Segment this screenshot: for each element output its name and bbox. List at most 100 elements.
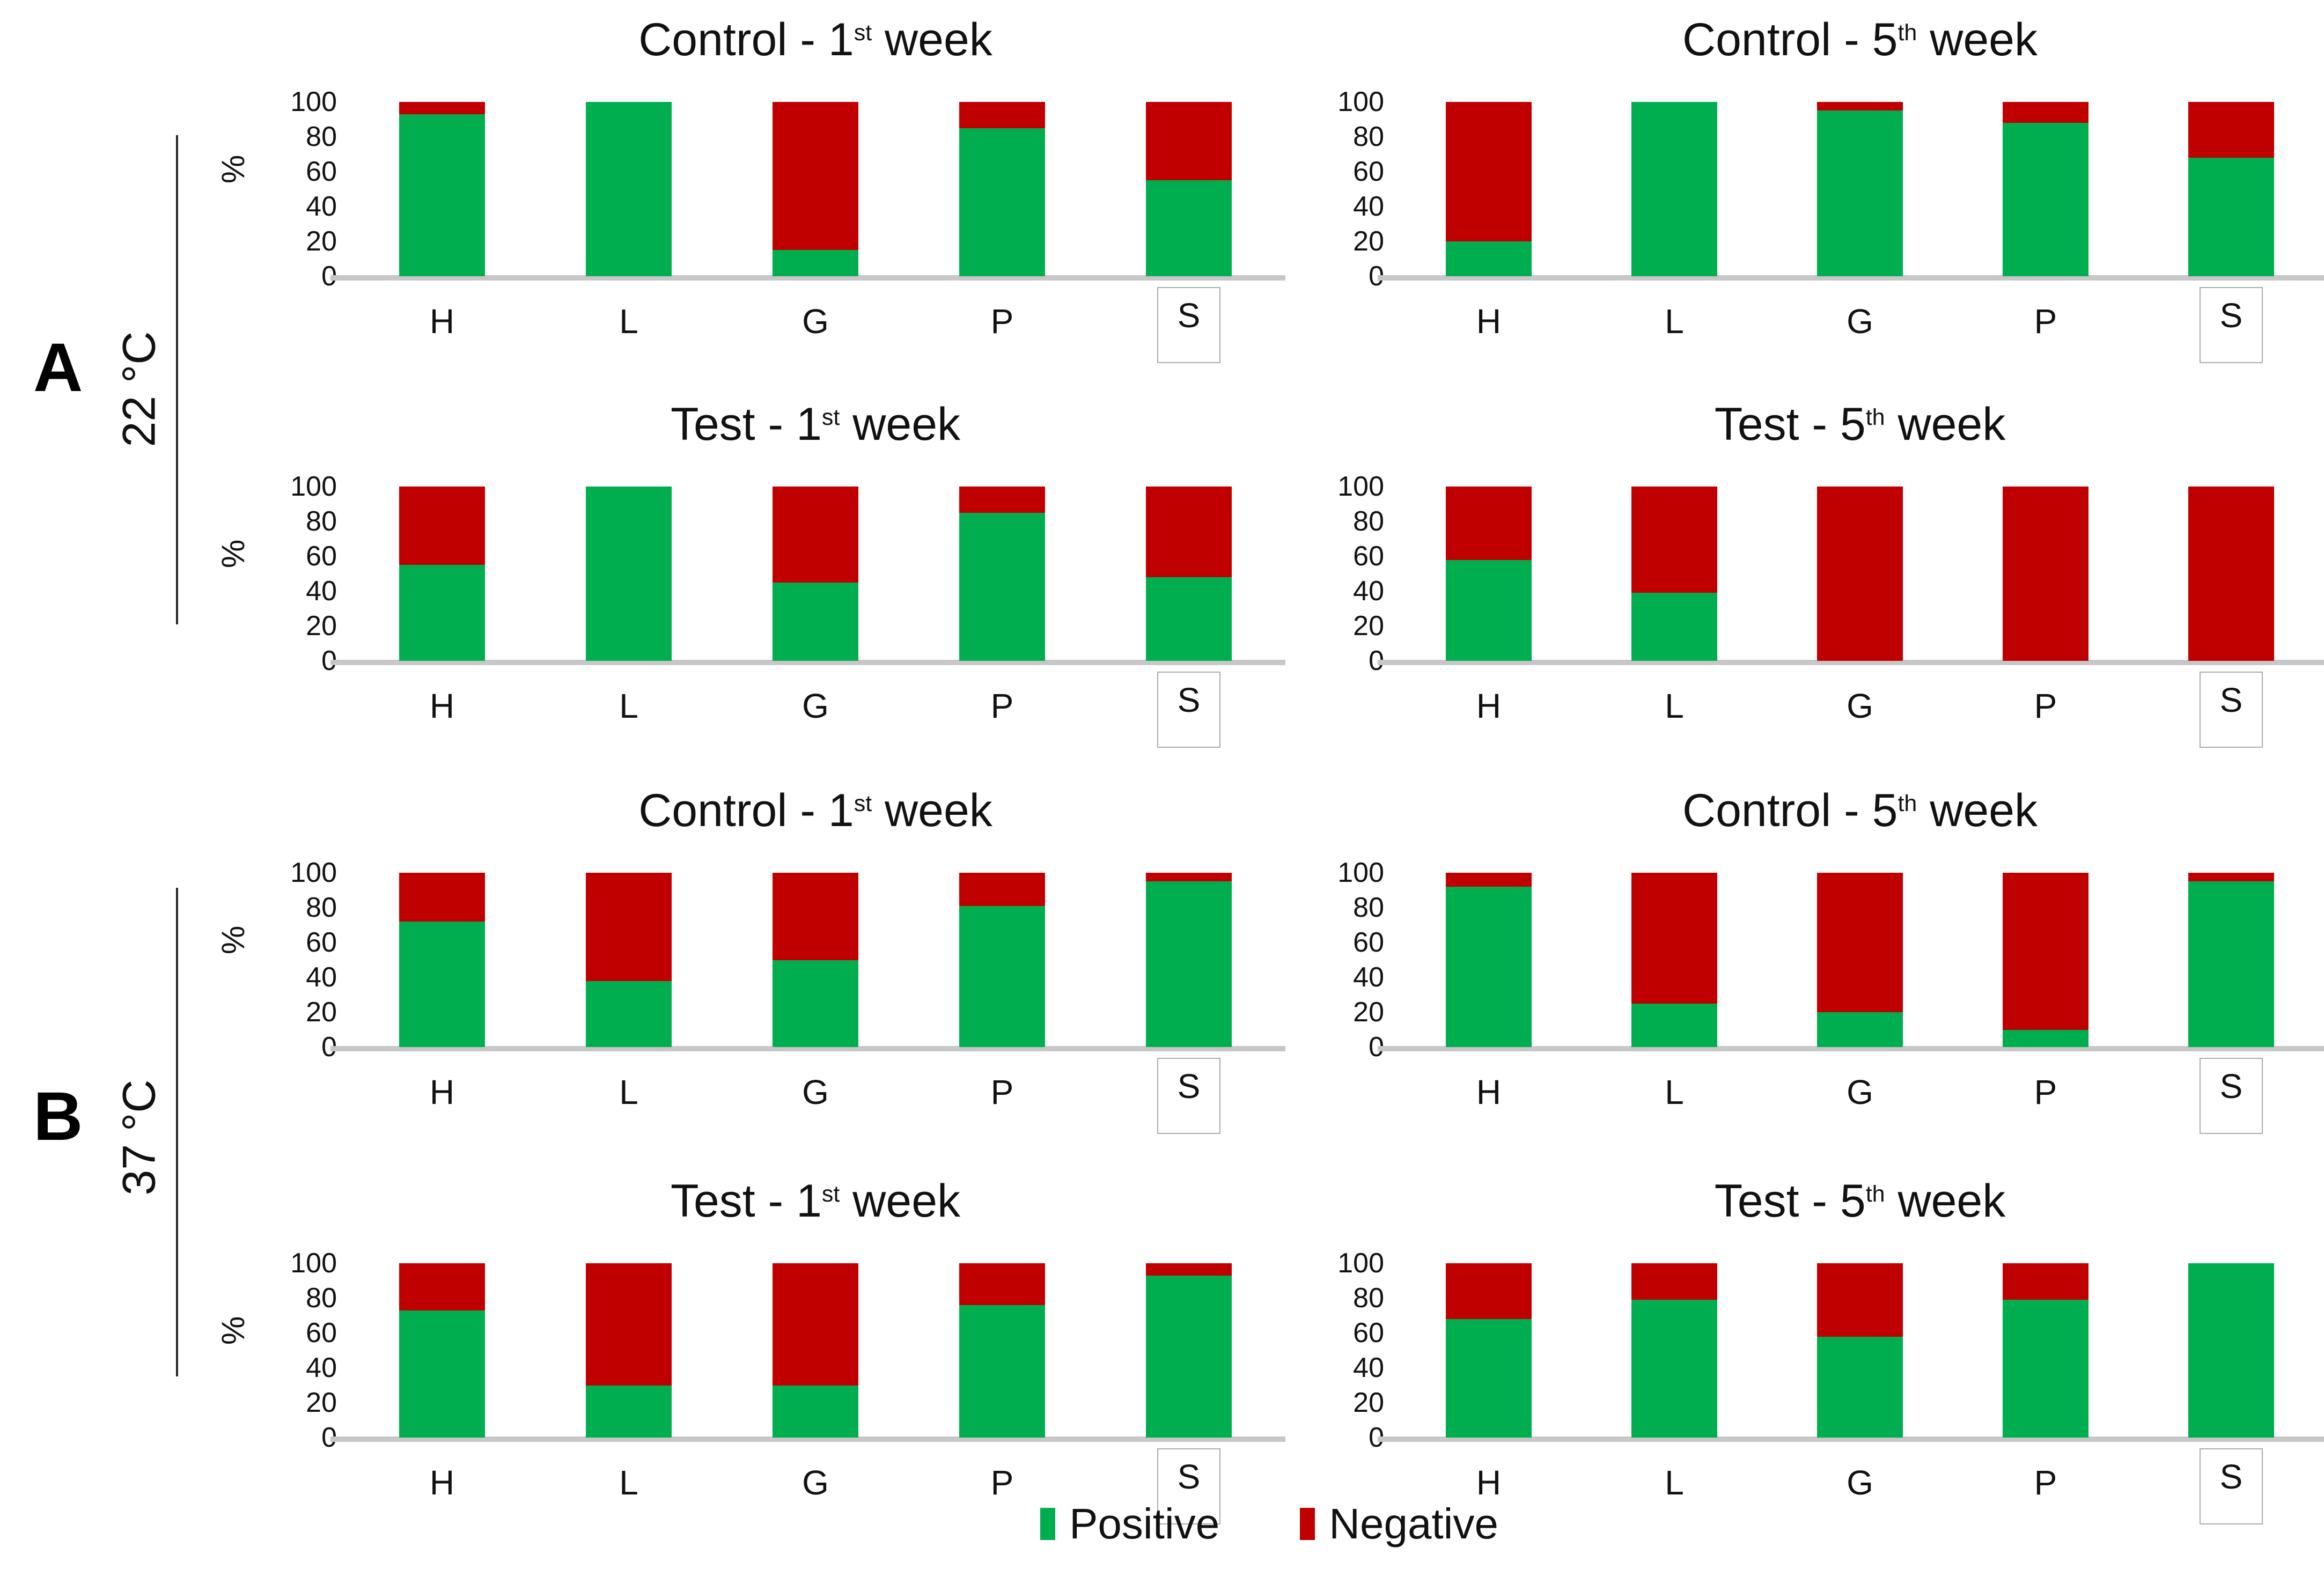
negative-segment-P [959, 102, 1045, 128]
y-tick-40: 40 [1353, 576, 1384, 607]
negative-segment-S [1146, 873, 1232, 882]
y-tick-80: 80 [306, 1283, 337, 1314]
category-label-H: H [429, 302, 455, 341]
positive-segment-G [1817, 111, 1903, 276]
stacked-bar-G [773, 487, 858, 661]
negative-segment-P [959, 487, 1045, 513]
y-tick-100: 100 [290, 471, 337, 502]
positive-segment-G [773, 250, 858, 276]
chart-title: Control - 5th week [1396, 784, 2324, 837]
y-tick-40: 40 [306, 962, 337, 993]
positive-segment-S [1146, 1275, 1232, 1438]
stacked-bar-L [586, 873, 672, 1047]
positive-segment-P [959, 905, 1045, 1047]
positive-segment-H [399, 565, 485, 661]
chart-title-tail: week [872, 785, 992, 836]
positive-segment-P [2003, 1300, 2088, 1438]
positive-segment-H [399, 114, 485, 276]
stacked-bar-H [399, 102, 485, 276]
y-axis-tick-labels: 100 80 60 40 20 0 [263, 857, 349, 1063]
y-tick-20: 20 [1353, 610, 1384, 642]
positive-segment-G [773, 960, 858, 1047]
positive-segment-L [586, 1385, 672, 1438]
stacked-bar-G [1817, 487, 1903, 661]
negative-segment-H [1446, 873, 1532, 887]
negative-segment-G [1817, 1263, 1903, 1337]
y-tick-60: 60 [306, 1317, 337, 1349]
chart-title-ordinal-superscript: th [1898, 20, 1917, 46]
chart-title: Control - 1st week [349, 13, 1282, 67]
stacked-bar-L [586, 487, 672, 661]
stacked-bar-P [2003, 102, 2088, 276]
stacked-bar-P [959, 102, 1045, 276]
positive-segment-L [1631, 593, 1717, 661]
category-label-H: H [1476, 302, 1502, 341]
chart-body: 100 80 60 40 20 0 H L G P S [1310, 471, 2324, 748]
legend-label-negative: Negative [1329, 1500, 1498, 1548]
chart-a-test-5th-week: Test - 5th week 100 80 60 40 20 0 H L G P S [1310, 398, 2324, 748]
y-axis-tick-labels: 100 80 60 40 20 0 [1310, 471, 1396, 676]
category-label-box-S: S [1157, 287, 1220, 363]
stacked-bar-P [959, 873, 1045, 1047]
y-tick-60: 60 [1353, 927, 1384, 958]
chart-a-control-1st-week: Control - 1st week% 100 80 60 40 20 0 H L G P S [215, 13, 1285, 363]
negative-segment-L [586, 1263, 672, 1386]
stacked-bar-P [959, 487, 1045, 661]
negative-segment-S [1146, 487, 1232, 577]
chart-title-ordinal-superscript: th [1865, 404, 1885, 431]
y-axis-tick-labels: 100 80 60 40 20 0 [263, 86, 349, 292]
y-tick-80: 80 [306, 121, 337, 152]
stacked-bar-H [1446, 873, 1532, 1047]
y-tick-100: 100 [1337, 86, 1384, 117]
chart-title-ordinal-superscript: st [821, 1181, 840, 1207]
chart-title-tail: week [1885, 399, 2006, 450]
positive-segment-G [1817, 1336, 1903, 1438]
negative-segment-G [1817, 102, 1903, 111]
y-tick-40: 40 [306, 191, 337, 222]
y-tick-100: 100 [290, 86, 337, 117]
chart-body: % 100 80 60 40 20 0 H L G P S [215, 857, 1285, 1134]
legend-label-positive: Positive [1069, 1500, 1220, 1548]
chart-title-ordinal-superscript: st [854, 791, 872, 817]
chart-row-1: Control - 1st week% 100 80 60 40 20 0 H L G P S Cont… [215, 13, 2324, 363]
negative-color-swatch [1300, 1508, 1315, 1540]
legend: Positive Negative [215, 1499, 2324, 1549]
stacked-bar-L [586, 1263, 672, 1438]
positive-segment-L [586, 102, 672, 276]
category-label-box-S: S [2200, 672, 2263, 748]
category-label-L: L [1665, 1463, 1684, 1502]
positive-segment-G [773, 1385, 858, 1438]
category-label-P: P [990, 687, 1014, 725]
stacked-bar-S [1146, 487, 1232, 661]
y-tick-100: 100 [1337, 857, 1384, 888]
category-label-box-S: S [2200, 1448, 2263, 1524]
y-tick-80: 80 [306, 892, 337, 923]
negative-segment-G [1817, 873, 1903, 1012]
y-tick-20: 20 [1353, 226, 1384, 257]
negative-segment-G [773, 1263, 858, 1386]
y-axis-title-text: % [215, 539, 252, 569]
negative-segment-H [399, 487, 485, 565]
positive-segment-G [773, 582, 858, 661]
category-label-P: P [990, 302, 1014, 341]
negative-segment-H [399, 873, 485, 922]
negative-segment-P [959, 1263, 1045, 1305]
negative-segment-P [2003, 873, 2088, 1030]
category-label-H: H [1476, 1073, 1502, 1111]
chart-body: 100 80 60 40 20 0 H L G P S [1310, 86, 2324, 363]
y-axis-title-text: % [215, 925, 252, 955]
positive-segment-P [959, 128, 1045, 276]
category-label-box-S: S [1157, 1448, 1220, 1524]
stacked-bar-L [586, 102, 672, 276]
category-label-H: H [1476, 687, 1502, 725]
stacked-bar-S [2188, 102, 2274, 276]
x-axis-baseline [1378, 275, 2324, 281]
section-a-divider-line [176, 135, 178, 624]
category-label-H: H [429, 1073, 455, 1111]
chart-b-control-5th-week: Control - 5th week 100 80 60 40 20 0 H L G P S [1310, 784, 2324, 1134]
positive-segment-S [1146, 577, 1232, 661]
